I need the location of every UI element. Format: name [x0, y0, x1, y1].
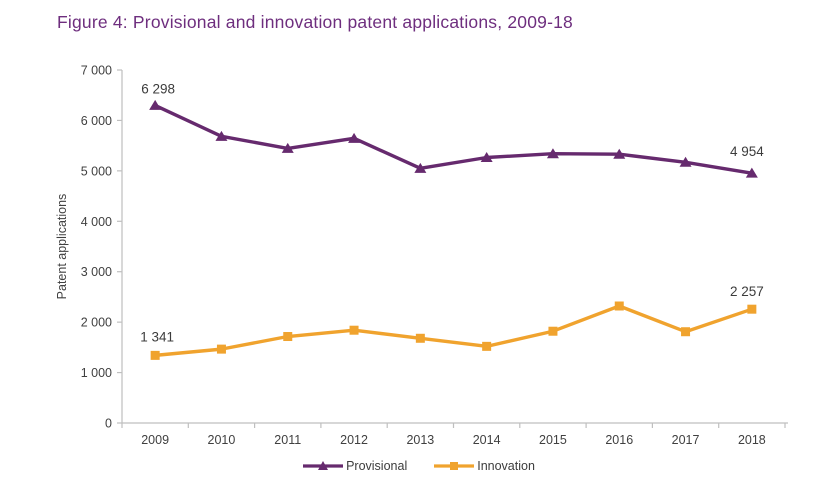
x-tick-label: 2011 [274, 433, 301, 447]
innovation-value-label: 2 257 [730, 284, 764, 299]
figure-title: Figure 4: Provisional and innovation pat… [57, 12, 573, 32]
provisional-marker-2018 [745, 167, 758, 178]
y-tick-label: 6 000 [81, 114, 112, 128]
legend-item-innovation: Innovation [433, 459, 535, 473]
provisional-marker-2011 [281, 142, 294, 153]
innovation-line [153, 304, 754, 358]
provisional-marker-2017 [679, 156, 692, 167]
provisional-marker-2014 [480, 151, 493, 162]
legend-label: Provisional [346, 459, 408, 473]
provisional-line [153, 103, 754, 175]
innovation-marker-2010 [216, 344, 226, 354]
innovation-marker-2011 [283, 332, 293, 342]
provisional-marker-2012 [348, 132, 361, 143]
x-tick-label: 2012 [340, 433, 368, 447]
provisional-marker-2016 [613, 148, 626, 159]
provisional-marker-2013 [414, 162, 427, 173]
x-tick-label: 2018 [738, 433, 766, 447]
provisional-marker-2015 [546, 148, 559, 159]
x-tick-label: 2017 [672, 433, 700, 447]
provisional-marker-2009 [149, 99, 162, 110]
innovation-marker-2013 [415, 333, 425, 343]
chart-legend: Provisional Innovation [0, 459, 837, 473]
x-tick-label: 2013 [406, 433, 434, 447]
innovation-value-label: 1 341 [140, 329, 174, 344]
provisional-value-label: 4 954 [730, 144, 764, 159]
innovation-marker-2014 [482, 341, 492, 351]
x-tick-label: 2016 [605, 433, 633, 447]
x-tick-label: 2009 [141, 433, 169, 447]
y-tick-label: 5 000 [81, 164, 112, 178]
innovation-marker-2017 [681, 327, 691, 337]
innovation-marker-2018 [747, 304, 757, 314]
y-tick-label: 2 000 [81, 316, 112, 330]
innovation-marker-2015 [548, 326, 558, 336]
x-tick-label: 2010 [208, 433, 236, 447]
y-axis-title: Patent applications [55, 194, 69, 300]
legend-triangle-marker-icon [303, 461, 344, 470]
y-tick-label: 1 000 [81, 366, 112, 380]
provisional-marker-2010 [215, 130, 228, 141]
legend-label: Innovation [477, 459, 535, 473]
innovation-marker-2016 [614, 301, 624, 311]
y-tick-label: 3 000 [81, 265, 112, 279]
innovation-marker-2009 [150, 350, 160, 360]
y-tick-label: 0 [105, 417, 112, 431]
legend-item-provisional: Provisional [302, 459, 407, 473]
provisional-value-label: 6 298 [141, 81, 175, 96]
legend-square-marker-icon [434, 462, 475, 470]
x-tick-label: 2015 [539, 433, 567, 447]
x-tick-label: 2014 [473, 433, 501, 447]
y-tick-label: 4 000 [81, 215, 112, 229]
innovation-marker-2012 [349, 325, 359, 335]
y-tick-label: 7 000 [81, 64, 112, 78]
